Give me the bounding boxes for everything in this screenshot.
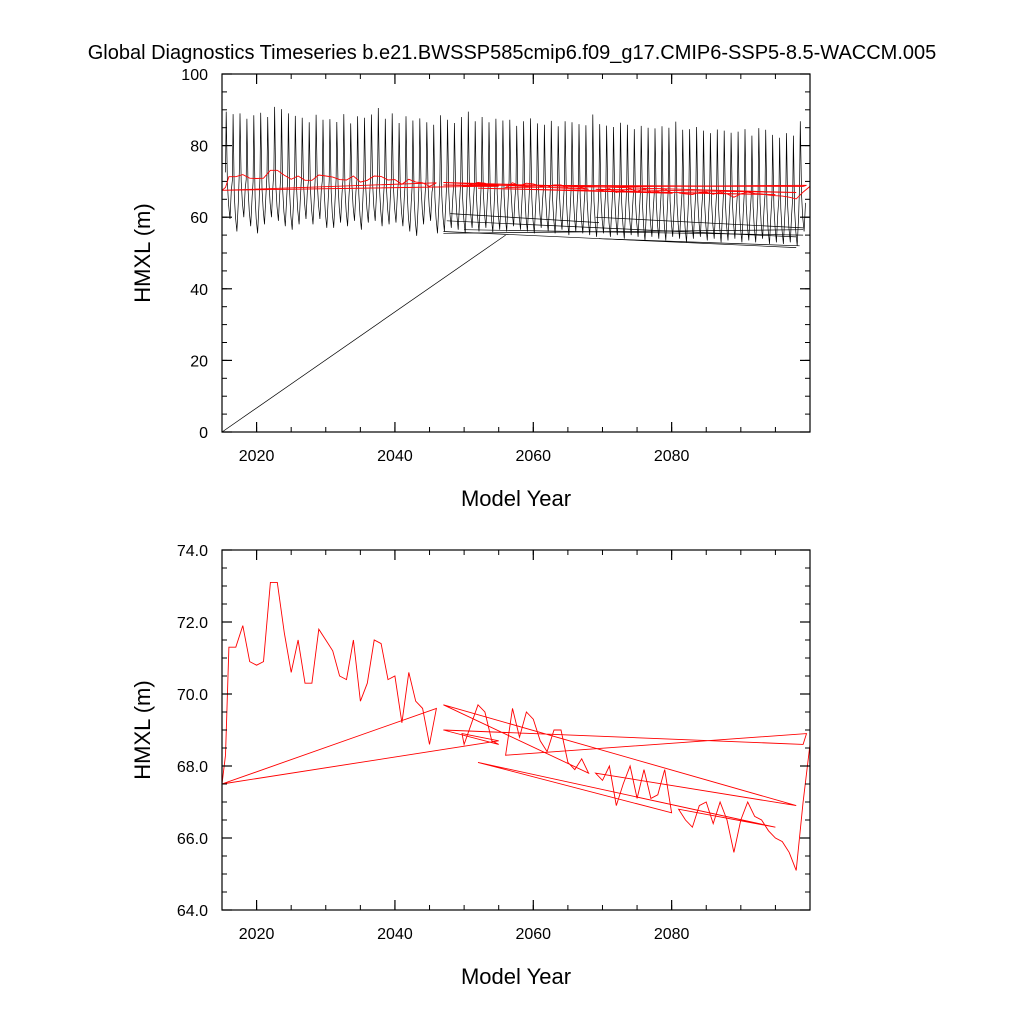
- bottom-plot-lines: [222, 581, 810, 871]
- annual-hmxl-line: [222, 581, 810, 871]
- top-plot-lines: [222, 106, 810, 432]
- top-x-tick-label: 2020: [239, 448, 275, 465]
- top-x-tick-label: 2060: [515, 448, 551, 465]
- top-y-tick-label: 100: [181, 67, 208, 84]
- top-y-axis-label: HMXL (m): [130, 203, 155, 302]
- monthly-connector-line: [595, 216, 804, 229]
- bottom-y-tick-label: 68.0: [177, 759, 208, 776]
- bottom-x-axis-label: Model Year: [461, 964, 571, 989]
- top-y-tick-label: 40: [190, 282, 208, 299]
- bottom-y-tick-label: 70.0: [177, 687, 208, 704]
- top-y-tick-label: 60: [190, 210, 208, 227]
- figure-title: Global Diagnostics Timeseries b.e21.BWSS…: [88, 42, 937, 64]
- monthly-connector-line: [450, 213, 600, 223]
- top-x-tick-label: 2040: [377, 448, 413, 465]
- top-y-tick-label: 0: [199, 425, 208, 442]
- bottom-panel: 64.0 66.0 68.0 70.0 72.0 74.0 2020 2040 2060 2080…: [130, 543, 811, 989]
- bottom-y-axis-label: HMXL (m): [130, 680, 155, 779]
- bottom-y-tick-label: 64.0: [177, 903, 208, 920]
- monthly-connector-line: [222, 234, 506, 432]
- top-x-tick-label: 2080: [654, 448, 690, 465]
- bottom-y-tick-label: 74.0: [177, 543, 208, 560]
- monthly-connector-line: [446, 220, 797, 238]
- bottom-plot-frame: [221, 549, 811, 911]
- top-x-axis-label: Model Year: [461, 486, 571, 511]
- top-y-tick-label: 80: [190, 139, 208, 156]
- bottom-y-tick-label: 72.0: [177, 615, 208, 632]
- bottom-x-tick-label: 2020: [239, 926, 275, 943]
- top-series-group: [222, 106, 810, 432]
- monthly-hmxl-line: [225, 106, 806, 246]
- top-plot-frame: [221, 73, 811, 433]
- annual-hmxl-line-top: [222, 169, 810, 200]
- bottom-y-tick-label: 66.0: [177, 831, 208, 848]
- bottom-x-tick-label: 2040: [377, 926, 413, 943]
- monthly-connector-line: [464, 229, 804, 236]
- bottom-x-tick-label: 2060: [515, 926, 551, 943]
- bottom-axis-ticks: 64.0 66.0 68.0 70.0 72.0 74.0 2020 2040 2060 2080: [177, 543, 811, 943]
- bottom-x-tick-label: 2080: [654, 926, 690, 943]
- bottom-series-group: [222, 581, 810, 871]
- top-y-tick-label: 20: [190, 353, 208, 370]
- monthly-connector-line: [443, 231, 797, 248]
